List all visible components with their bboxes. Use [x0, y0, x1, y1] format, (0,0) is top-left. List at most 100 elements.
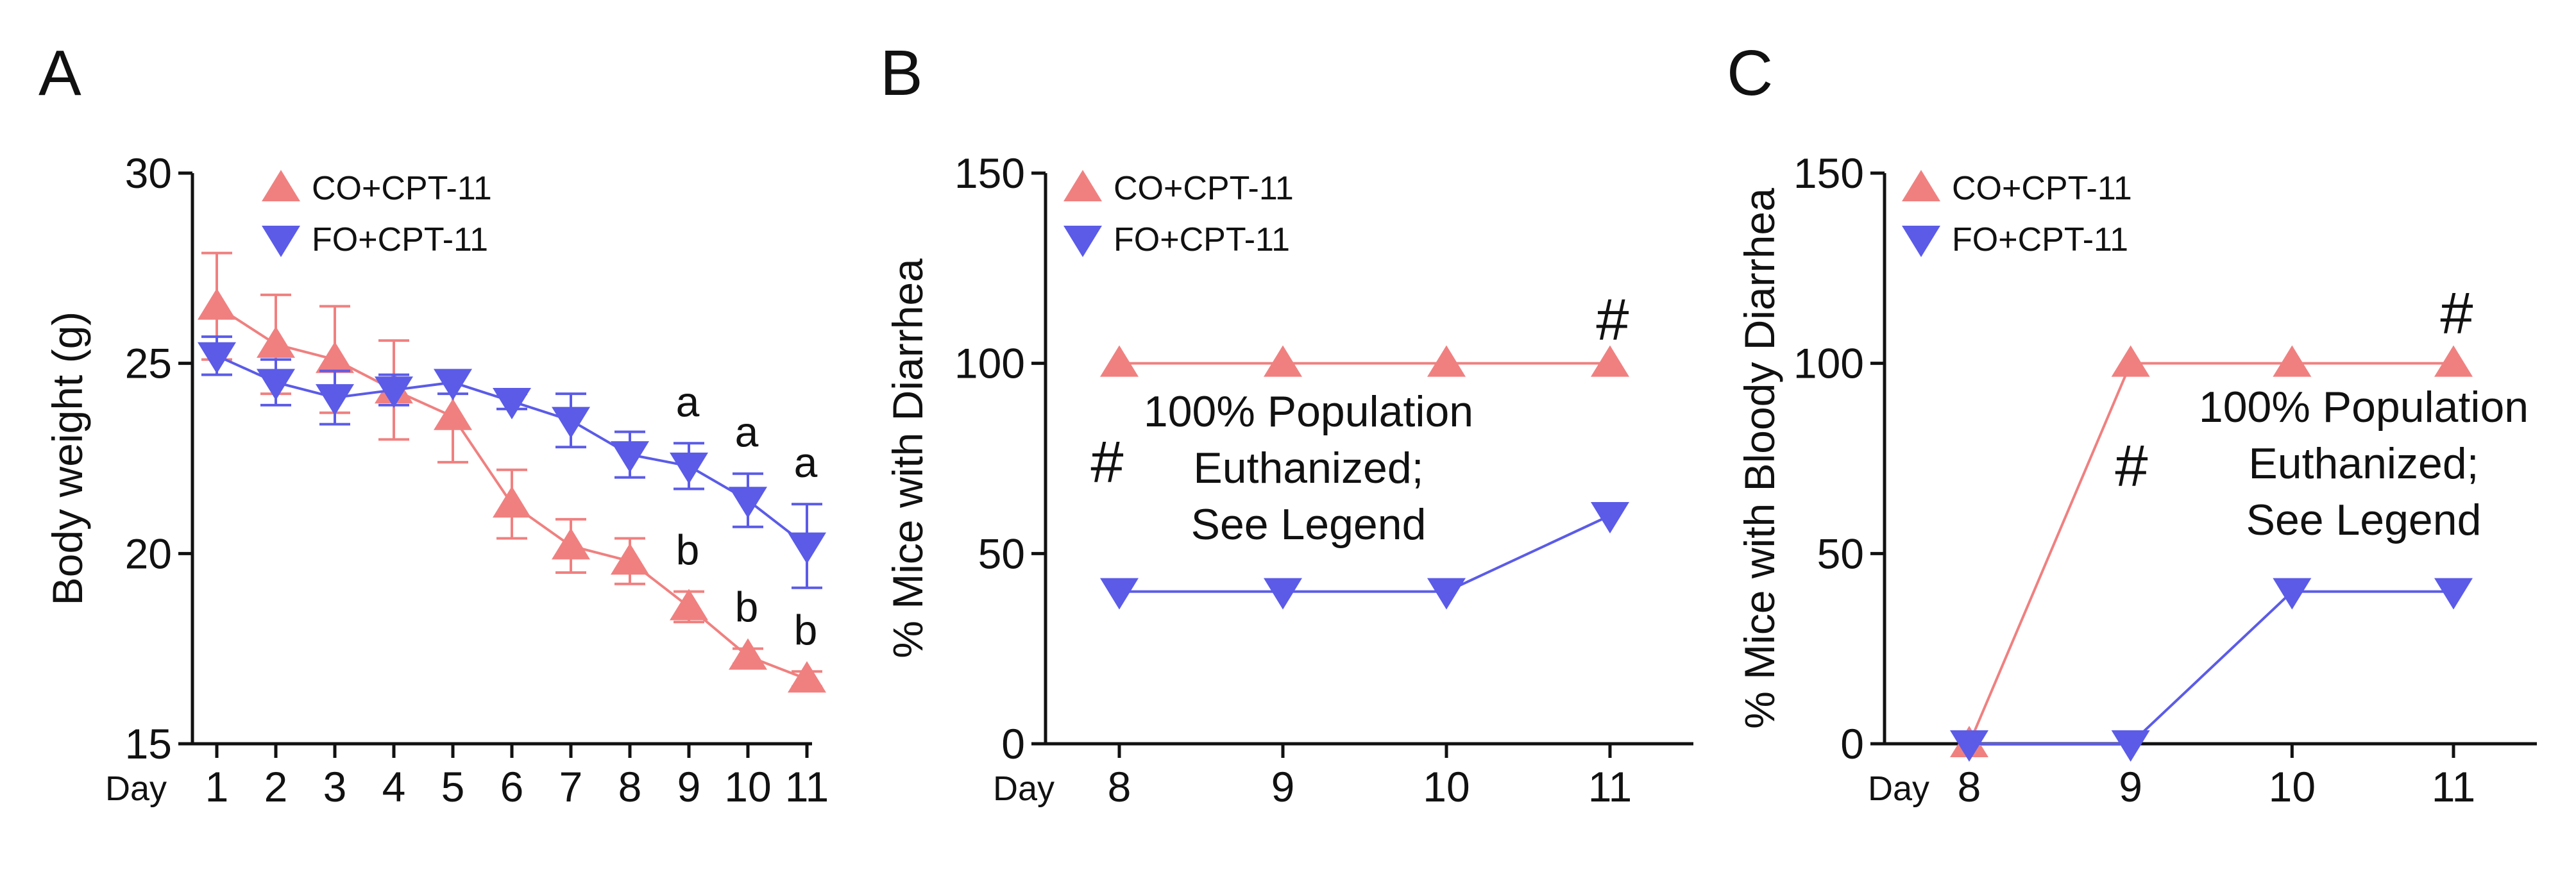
legend-label: CO+CPT-11 — [312, 170, 492, 207]
data-point — [2111, 730, 2150, 762]
legend-marker — [1063, 170, 1102, 201]
y-axis-label: % Mice with Diarrhea — [884, 258, 931, 658]
series-line — [1119, 514, 1611, 593]
data-point — [198, 342, 236, 374]
significance-label: a — [676, 378, 700, 425]
legend-label: CO+CPT-11 — [1952, 170, 2132, 207]
chart-panel-a: 15 20 25 30 1 2 3 4 5 6 7 8 9 10 11 Day Body weight (g) b… — [44, 149, 829, 810]
data-point — [729, 638, 767, 670]
significance-label: a — [735, 408, 759, 456]
hash-symbol: # — [2440, 281, 2473, 346]
x-axis-label: Day — [105, 769, 167, 808]
significance-label: b — [676, 526, 700, 574]
series-fo-cpt-11: aaa — [198, 335, 826, 589]
x-tick-label: 11 — [785, 763, 829, 810]
data-point — [2111, 345, 2150, 377]
y-tick-label: 20 — [125, 530, 172, 577]
data-point — [552, 407, 590, 439]
y-tick-label: 0 — [1001, 720, 1025, 767]
chart-panel-c: 0 50 100 150 8 9 10 11 Day % Mice with Bloody Dia… — [1736, 149, 2537, 810]
legend-marker — [1902, 170, 1940, 201]
legend-label: FO+CPT-11 — [1952, 221, 2128, 258]
x-tick-label: 1 — [205, 763, 229, 810]
y-tick-label: 100 — [954, 340, 1025, 387]
data-point — [1427, 578, 1466, 610]
data-point — [2273, 345, 2312, 377]
data-point — [611, 543, 649, 575]
hash-symbol: # — [2115, 433, 2148, 499]
y-tick-label: 50 — [978, 530, 1025, 577]
data-point — [1264, 578, 1302, 610]
hash-symbol: # — [1596, 287, 1629, 353]
data-point — [611, 441, 649, 473]
panel-letter-b: B — [880, 37, 923, 109]
data-point — [1950, 730, 1988, 762]
x-tick-label: 8 — [1958, 763, 1981, 810]
data-point — [1591, 345, 1629, 377]
data-point — [788, 532, 826, 564]
annotation-note-line: See Legend — [2246, 496, 2482, 544]
y-tick-label: 100 — [1793, 340, 1864, 387]
y-tick-label: 150 — [954, 149, 1025, 197]
data-point — [1591, 502, 1629, 533]
data-point — [257, 369, 295, 401]
series-fo-cpt-11 — [1100, 502, 1629, 610]
legend-label: FO+CPT-11 — [312, 221, 488, 258]
legend-marker — [262, 170, 300, 201]
x-tick-label: 9 — [677, 763, 701, 810]
x-tick-label: 10 — [1423, 763, 1470, 810]
legend-marker — [262, 226, 300, 257]
data-point — [1427, 345, 1466, 377]
x-tick-label: 8 — [1108, 763, 1131, 810]
data-point — [1100, 578, 1139, 610]
legend-marker — [1902, 226, 1940, 257]
legend-marker — [1063, 226, 1102, 257]
y-tick-label: 150 — [1793, 149, 1864, 197]
y-tick-label: 15 — [125, 720, 172, 767]
x-tick-label: 9 — [2119, 763, 2142, 810]
x-tick-label: 2 — [264, 763, 288, 810]
data-point — [552, 528, 590, 560]
chart-panel-b: 0 50 100 150 8 9 10 11 Day % Mice with Diarrhea CO… — [884, 149, 1693, 810]
y-axis-label: Body weight (g) — [44, 312, 91, 606]
annotation-note-line: Euthanized; — [1193, 444, 1423, 492]
data-point — [670, 452, 708, 484]
significance-label: a — [794, 439, 818, 486]
annotation-note-line: Euthanized; — [2248, 439, 2479, 488]
x-tick-label: 7 — [559, 763, 583, 810]
data-point — [198, 288, 236, 320]
y-axis-label: % Mice with Bloody Diarrhea — [1736, 188, 1783, 729]
data-point — [2434, 578, 2473, 610]
data-point — [670, 589, 708, 621]
data-point — [2434, 345, 2473, 377]
x-axis-label: Day — [1868, 769, 1929, 808]
data-point — [375, 376, 413, 408]
x-tick-label: 11 — [1588, 763, 1632, 810]
data-point — [493, 486, 531, 518]
x-tick-label: 11 — [2432, 763, 2476, 810]
annotation-note-line: 100% Population — [1144, 387, 1473, 436]
significance-label: b — [735, 583, 759, 631]
x-tick-label: 8 — [618, 763, 642, 810]
y-tick-label: 50 — [1817, 530, 1864, 577]
panel-letter-a: A — [38, 37, 81, 109]
y-tick-label: 30 — [125, 149, 172, 197]
data-point — [434, 398, 472, 430]
data-point — [1100, 345, 1139, 377]
series-co-cpt-11 — [1100, 345, 1629, 377]
data-point — [493, 388, 531, 419]
data-point — [257, 326, 295, 358]
data-point — [788, 661, 826, 693]
data-point — [1264, 345, 1302, 377]
x-tick-label: 3 — [323, 763, 347, 810]
data-point — [729, 487, 767, 519]
data-point — [2273, 578, 2312, 610]
series-fo-cpt-11 — [1950, 578, 2473, 762]
annotation-note-line: 100% Population — [2199, 383, 2529, 432]
x-tick-label: 6 — [500, 763, 524, 810]
annotation-note-line: See Legend — [1191, 500, 1427, 549]
x-tick-label: 4 — [382, 763, 406, 810]
series-co-cpt-11: bb b — [198, 251, 826, 693]
significance-label: b — [794, 606, 818, 653]
